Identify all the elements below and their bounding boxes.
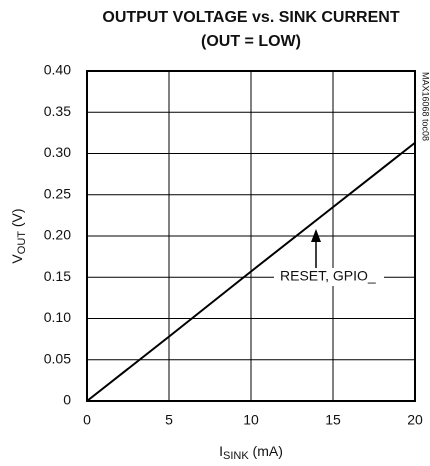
y-tick-label: 0.40 [44,62,71,78]
x-tick-label: 0 [83,412,91,428]
y-tick-label: 0.15 [44,268,71,284]
y-label-main: V [9,254,25,264]
y-tick-label: 0.05 [44,350,71,366]
y-tick-label: 0.20 [44,227,71,243]
y-label-unit: (V) [9,208,25,231]
x-tick-label: 10 [243,412,259,428]
chart-title: OUTPUT VOLTAGE vs. SINK CURRENT [102,9,399,26]
plot-frame [86,70,416,402]
y-tick-label: 0 [63,392,71,408]
x-label-sub: SINK [223,450,249,462]
y-tick-label: 0.30 [44,144,71,160]
x-tick-label: 20 [407,412,423,428]
y-tick-label: 0.25 [44,185,71,201]
annotation-arrowhead [311,229,321,242]
side-note: MAX16068 toc08 [421,72,430,141]
annotation: RESET, GPIO_ [280,268,376,284]
x-tick-label: 5 [165,412,173,428]
chart-subtitle: (OUT = LOW) [201,33,301,50]
x-tick-label: 15 [325,412,341,428]
x-axis-label: ISINK (mA) [219,443,283,462]
y-tick-label: 0.10 [44,309,71,325]
y-label-sub: OUT [16,231,28,255]
annotation-bg [274,268,384,286]
y-axis-label: VOUT (V) [9,208,28,263]
x-label-unit: (mA) [249,443,283,459]
y-tick-label: 0.35 [44,103,71,119]
x-label-main: I [219,443,223,459]
data-line [86,141,416,402]
